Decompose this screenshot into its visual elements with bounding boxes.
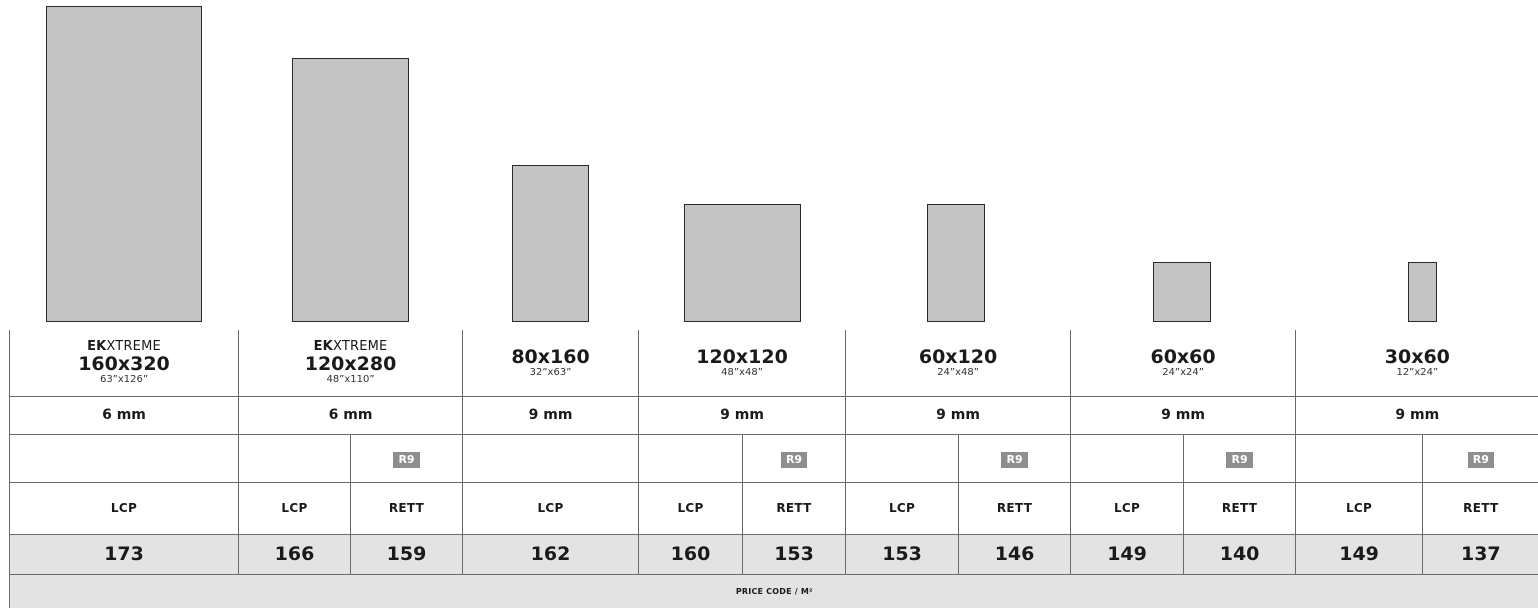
- price-cell: 166: [239, 534, 351, 574]
- format-inches: 48”x48”: [639, 367, 845, 378]
- thickness-cell: 9 mm: [1071, 396, 1296, 434]
- badge-cell-empty: [846, 434, 959, 482]
- badge-cell-empty: [1296, 434, 1423, 482]
- price-cell: 162: [463, 534, 639, 574]
- format-size: 30x60: [1296, 347, 1538, 367]
- badge-cell: R9: [1184, 434, 1296, 482]
- finish-cell: RETT: [959, 482, 1071, 534]
- price-code-label: PRICE CODE / M²: [10, 574, 1538, 608]
- price-cell: 173: [10, 534, 239, 574]
- badge-cell-empty: [10, 434, 239, 482]
- format-inches: 63”x126”: [10, 374, 238, 385]
- price-cell: 140: [1184, 534, 1296, 574]
- spec-table: EKXTREME 160x320 63”x126” EKXTREME 120x2…: [9, 330, 1538, 608]
- slip-rating-row: R9 R9 R9 R9 R9: [10, 434, 1538, 482]
- tile-swatch-80x160: [512, 165, 589, 322]
- format-inches: 24”x24”: [1071, 367, 1295, 378]
- tile-swatch-160x320: [46, 6, 202, 322]
- r9-badge: R9: [1468, 452, 1494, 468]
- format-cell-120x120: 120x120 48”x48”: [639, 330, 846, 396]
- price-cell: 153: [846, 534, 959, 574]
- price-cell: 149: [1296, 534, 1423, 574]
- format-inches: 24”x48”: [846, 367, 1070, 378]
- format-inches: 32”x63”: [463, 367, 638, 378]
- badge-cell: R9: [743, 434, 846, 482]
- finish-cell: RETT: [743, 482, 846, 534]
- r9-badge: R9: [781, 452, 807, 468]
- format-cell-60x120: 60x120 24”x48”: [846, 330, 1071, 396]
- finish-cell: LCP: [239, 482, 351, 534]
- finish-cell: RETT: [1184, 482, 1296, 534]
- badge-cell-empty: [639, 434, 743, 482]
- tile-swatch-60x120: [927, 204, 985, 322]
- price-row: 173 166 159 162 160 153 153 146 149 140 …: [10, 534, 1538, 574]
- badge-cell: R9: [959, 434, 1071, 482]
- thickness-row: 6 mm 6 mm 9 mm 9 mm 9 mm 9 mm 9 mm: [10, 396, 1538, 434]
- badge-cell: R9: [351, 434, 463, 482]
- format-size: 80x160: [463, 347, 638, 367]
- format-cell-80x160: 80x160 32”x63”: [463, 330, 639, 396]
- tile-swatch-120x120: [684, 204, 801, 322]
- format-row: EKXTREME 160x320 63”x126” EKXTREME 120x2…: [10, 330, 1538, 396]
- format-cell-160x320: EKXTREME 160x320 63”x126”: [10, 330, 239, 396]
- badge-cell-empty: [463, 434, 639, 482]
- tile-swatch-30x60: [1408, 262, 1437, 322]
- finish-cell: LCP: [10, 482, 239, 534]
- thickness-cell: 9 mm: [463, 396, 639, 434]
- format-size: 60x120: [846, 347, 1070, 367]
- price-code-row: PRICE CODE / M²: [10, 574, 1538, 608]
- r9-badge: R9: [1001, 452, 1027, 468]
- badge-cell: R9: [1423, 434, 1538, 482]
- thickness-cell: 6 mm: [239, 396, 463, 434]
- finish-cell: LCP: [1071, 482, 1184, 534]
- price-cell: 146: [959, 534, 1071, 574]
- finish-cell: LCP: [846, 482, 959, 534]
- finish-cell: LCP: [1296, 482, 1423, 534]
- finish-row: LCP LCP RETT LCP LCP RETT LCP RETT LCP R…: [10, 482, 1538, 534]
- finish-cell: LCP: [639, 482, 743, 534]
- brand-label: EKXTREME: [10, 340, 238, 354]
- brand-label: EKXTREME: [239, 340, 462, 354]
- price-cell: 137: [1423, 534, 1538, 574]
- tile-swatch-60x60: [1153, 262, 1211, 322]
- format-size: 60x60: [1071, 347, 1295, 367]
- r9-badge: R9: [1226, 452, 1252, 468]
- price-cell: 159: [351, 534, 463, 574]
- format-inches: 48”x110”: [239, 374, 462, 385]
- format-size: 120x280: [239, 354, 462, 374]
- badge-cell-empty: [239, 434, 351, 482]
- finish-cell: LCP: [463, 482, 639, 534]
- format-size: 120x120: [639, 347, 845, 367]
- format-cell-30x60: 30x60 12”x24”: [1296, 330, 1538, 396]
- thickness-cell: 6 mm: [10, 396, 239, 434]
- finish-cell: RETT: [1423, 482, 1538, 534]
- price-cell: 153: [743, 534, 846, 574]
- price-cell: 149: [1071, 534, 1184, 574]
- format-cell-120x280: EKXTREME 120x280 48”x110”: [239, 330, 463, 396]
- format-cell-60x60: 60x60 24”x24”: [1071, 330, 1296, 396]
- thickness-cell: 9 mm: [639, 396, 846, 434]
- r9-badge: R9: [393, 452, 419, 468]
- price-cell: 160: [639, 534, 743, 574]
- thickness-cell: 9 mm: [1296, 396, 1538, 434]
- tile-swatch-120x280: [292, 58, 409, 322]
- format-inches: 12”x24”: [1296, 367, 1538, 378]
- finish-cell: RETT: [351, 482, 463, 534]
- format-size: 160x320: [10, 354, 238, 374]
- badge-cell-empty: [1071, 434, 1184, 482]
- thickness-cell: 9 mm: [846, 396, 1071, 434]
